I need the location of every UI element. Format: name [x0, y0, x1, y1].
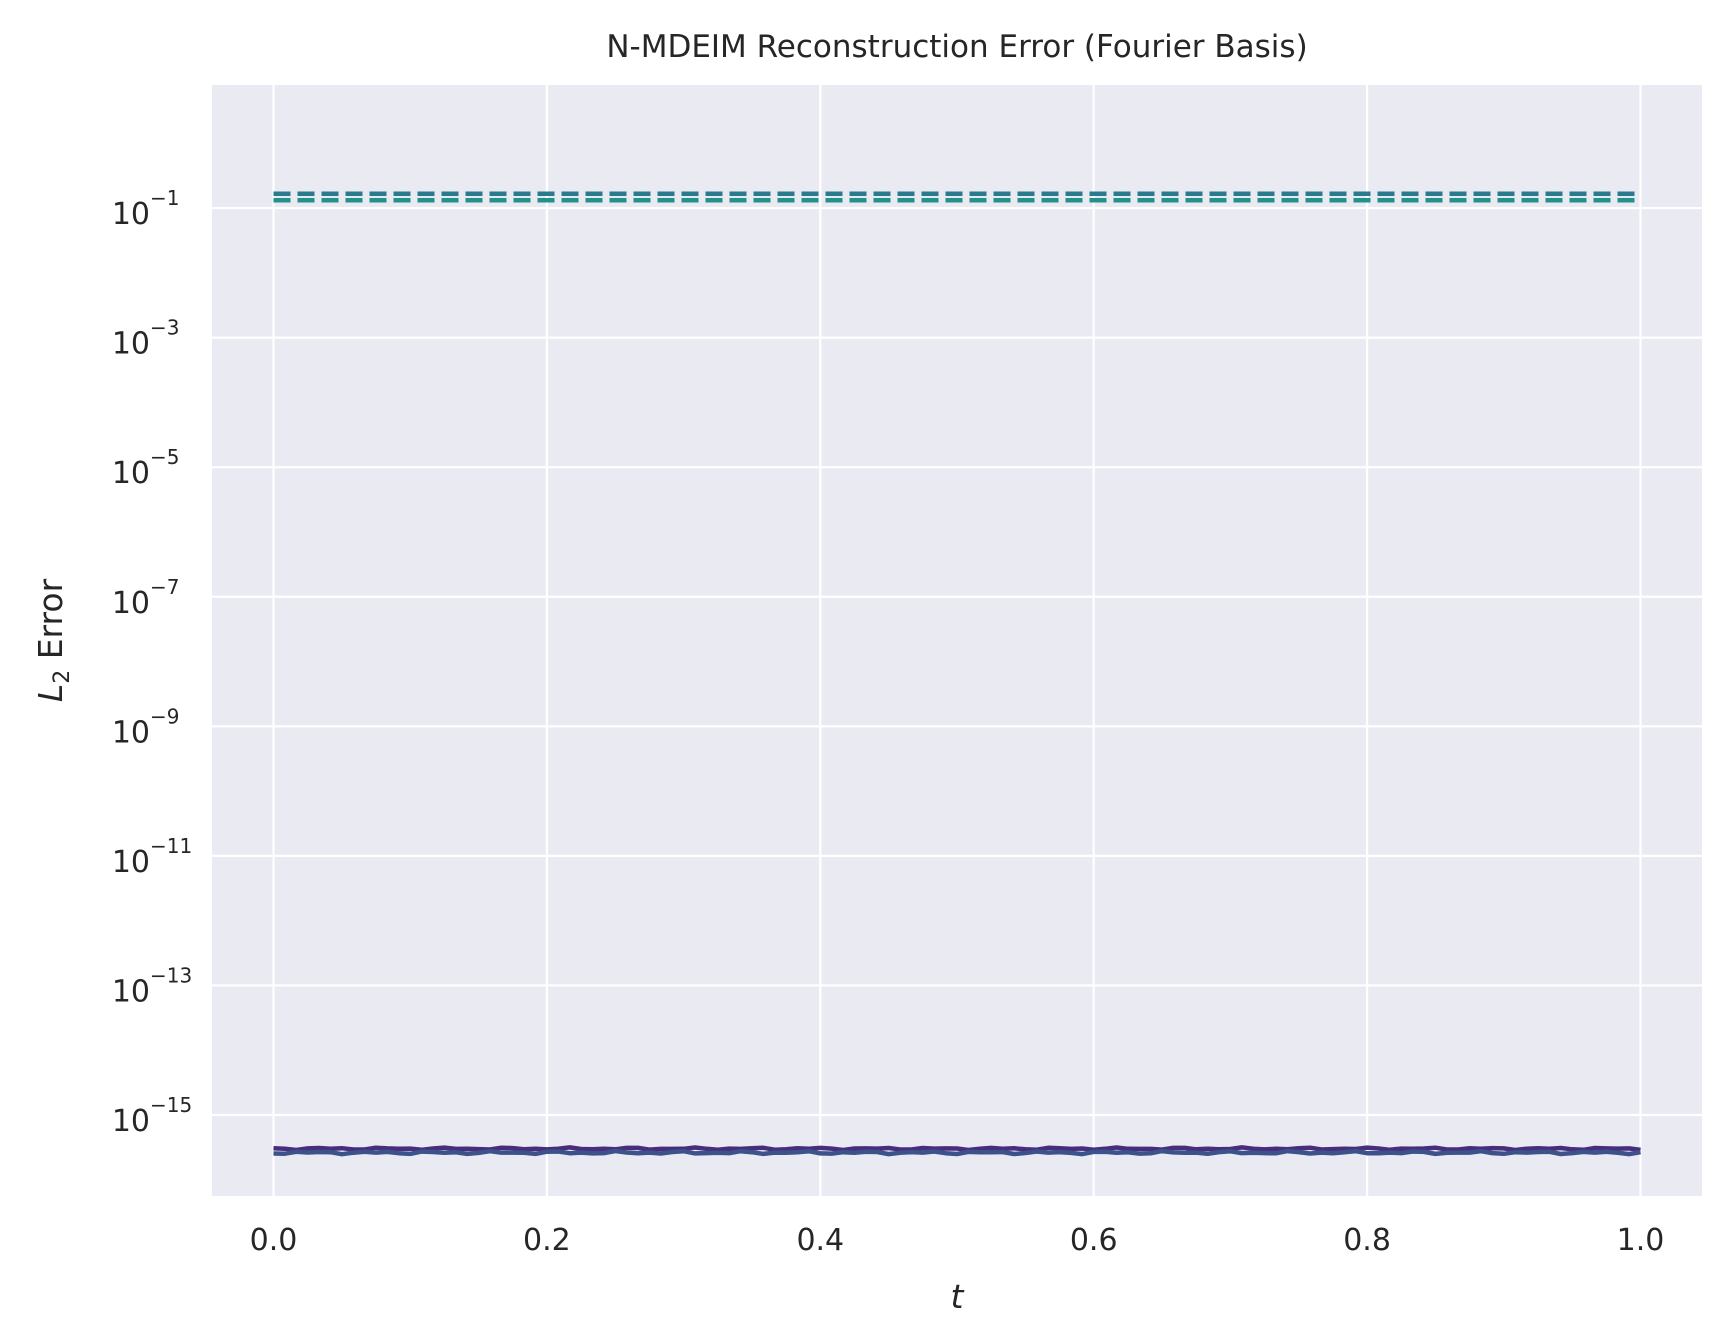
- y-tick-label: 10: [112, 974, 150, 1009]
- y-tick-exponent: −5: [150, 445, 179, 469]
- y-tick-exponent: −9: [150, 704, 179, 728]
- y-tick-label: 10: [112, 715, 150, 750]
- y-tick-exponent: −1: [150, 186, 179, 210]
- y-tick-base: 10: [112, 974, 150, 1009]
- x-tick-label: 0.8: [1343, 1223, 1391, 1258]
- x-tick-label: 1.0: [1617, 1223, 1665, 1258]
- y-tick-base: 10: [112, 197, 150, 232]
- grid: [212, 85, 1702, 1196]
- y-axis-label-subscript: 2: [50, 670, 75, 684]
- y-tick-label: 10: [112, 845, 150, 880]
- y-tick-label: 10: [112, 586, 150, 621]
- y-tick-base: 10: [112, 456, 150, 491]
- x-tick-label: 0.2: [523, 1223, 571, 1258]
- y-tick-exponent: −11: [150, 834, 192, 858]
- chart-title: N-MDEIM Reconstruction Error (Fourier Ba…: [606, 29, 1307, 65]
- x-tick-label: 0.4: [796, 1223, 844, 1258]
- plot-area: [212, 85, 1702, 1196]
- y-tick-label: 10: [112, 456, 150, 491]
- y-tick-label: 10: [112, 197, 150, 232]
- y-axis-label-main: L: [31, 684, 70, 702]
- series-group: [273, 191, 1641, 1157]
- solid-series-line: [273, 1145, 1641, 1153]
- y-tick-label: 10: [112, 1104, 150, 1139]
- x-tick-label: 0.0: [250, 1223, 298, 1258]
- y-tick-base: 10: [112, 845, 150, 880]
- y-tick-base: 10: [112, 586, 150, 621]
- x-axis-label: t: [951, 1277, 965, 1316]
- y-tick-base: 10: [112, 1104, 150, 1139]
- y-tick-exponent: −15: [150, 1093, 192, 1117]
- y-axis-label: L2 Error: [31, 578, 75, 702]
- x-tick-labels: 0.0 0.2 0.4 0.6 0.8 1.0: [250, 1223, 1665, 1258]
- y-tick-exponent: −7: [150, 575, 179, 599]
- y-tick-base: 10: [112, 715, 150, 750]
- y-tick-label: 10: [112, 327, 150, 362]
- y-tick-base: 10: [112, 327, 150, 362]
- x-tick-label: 0.6: [1070, 1223, 1118, 1258]
- y-tick-exponent: −13: [150, 963, 192, 987]
- y-tick-exponent: −3: [150, 316, 179, 340]
- solid-series-line: [273, 1148, 1641, 1157]
- y-axis-label-rest: Error: [31, 578, 70, 669]
